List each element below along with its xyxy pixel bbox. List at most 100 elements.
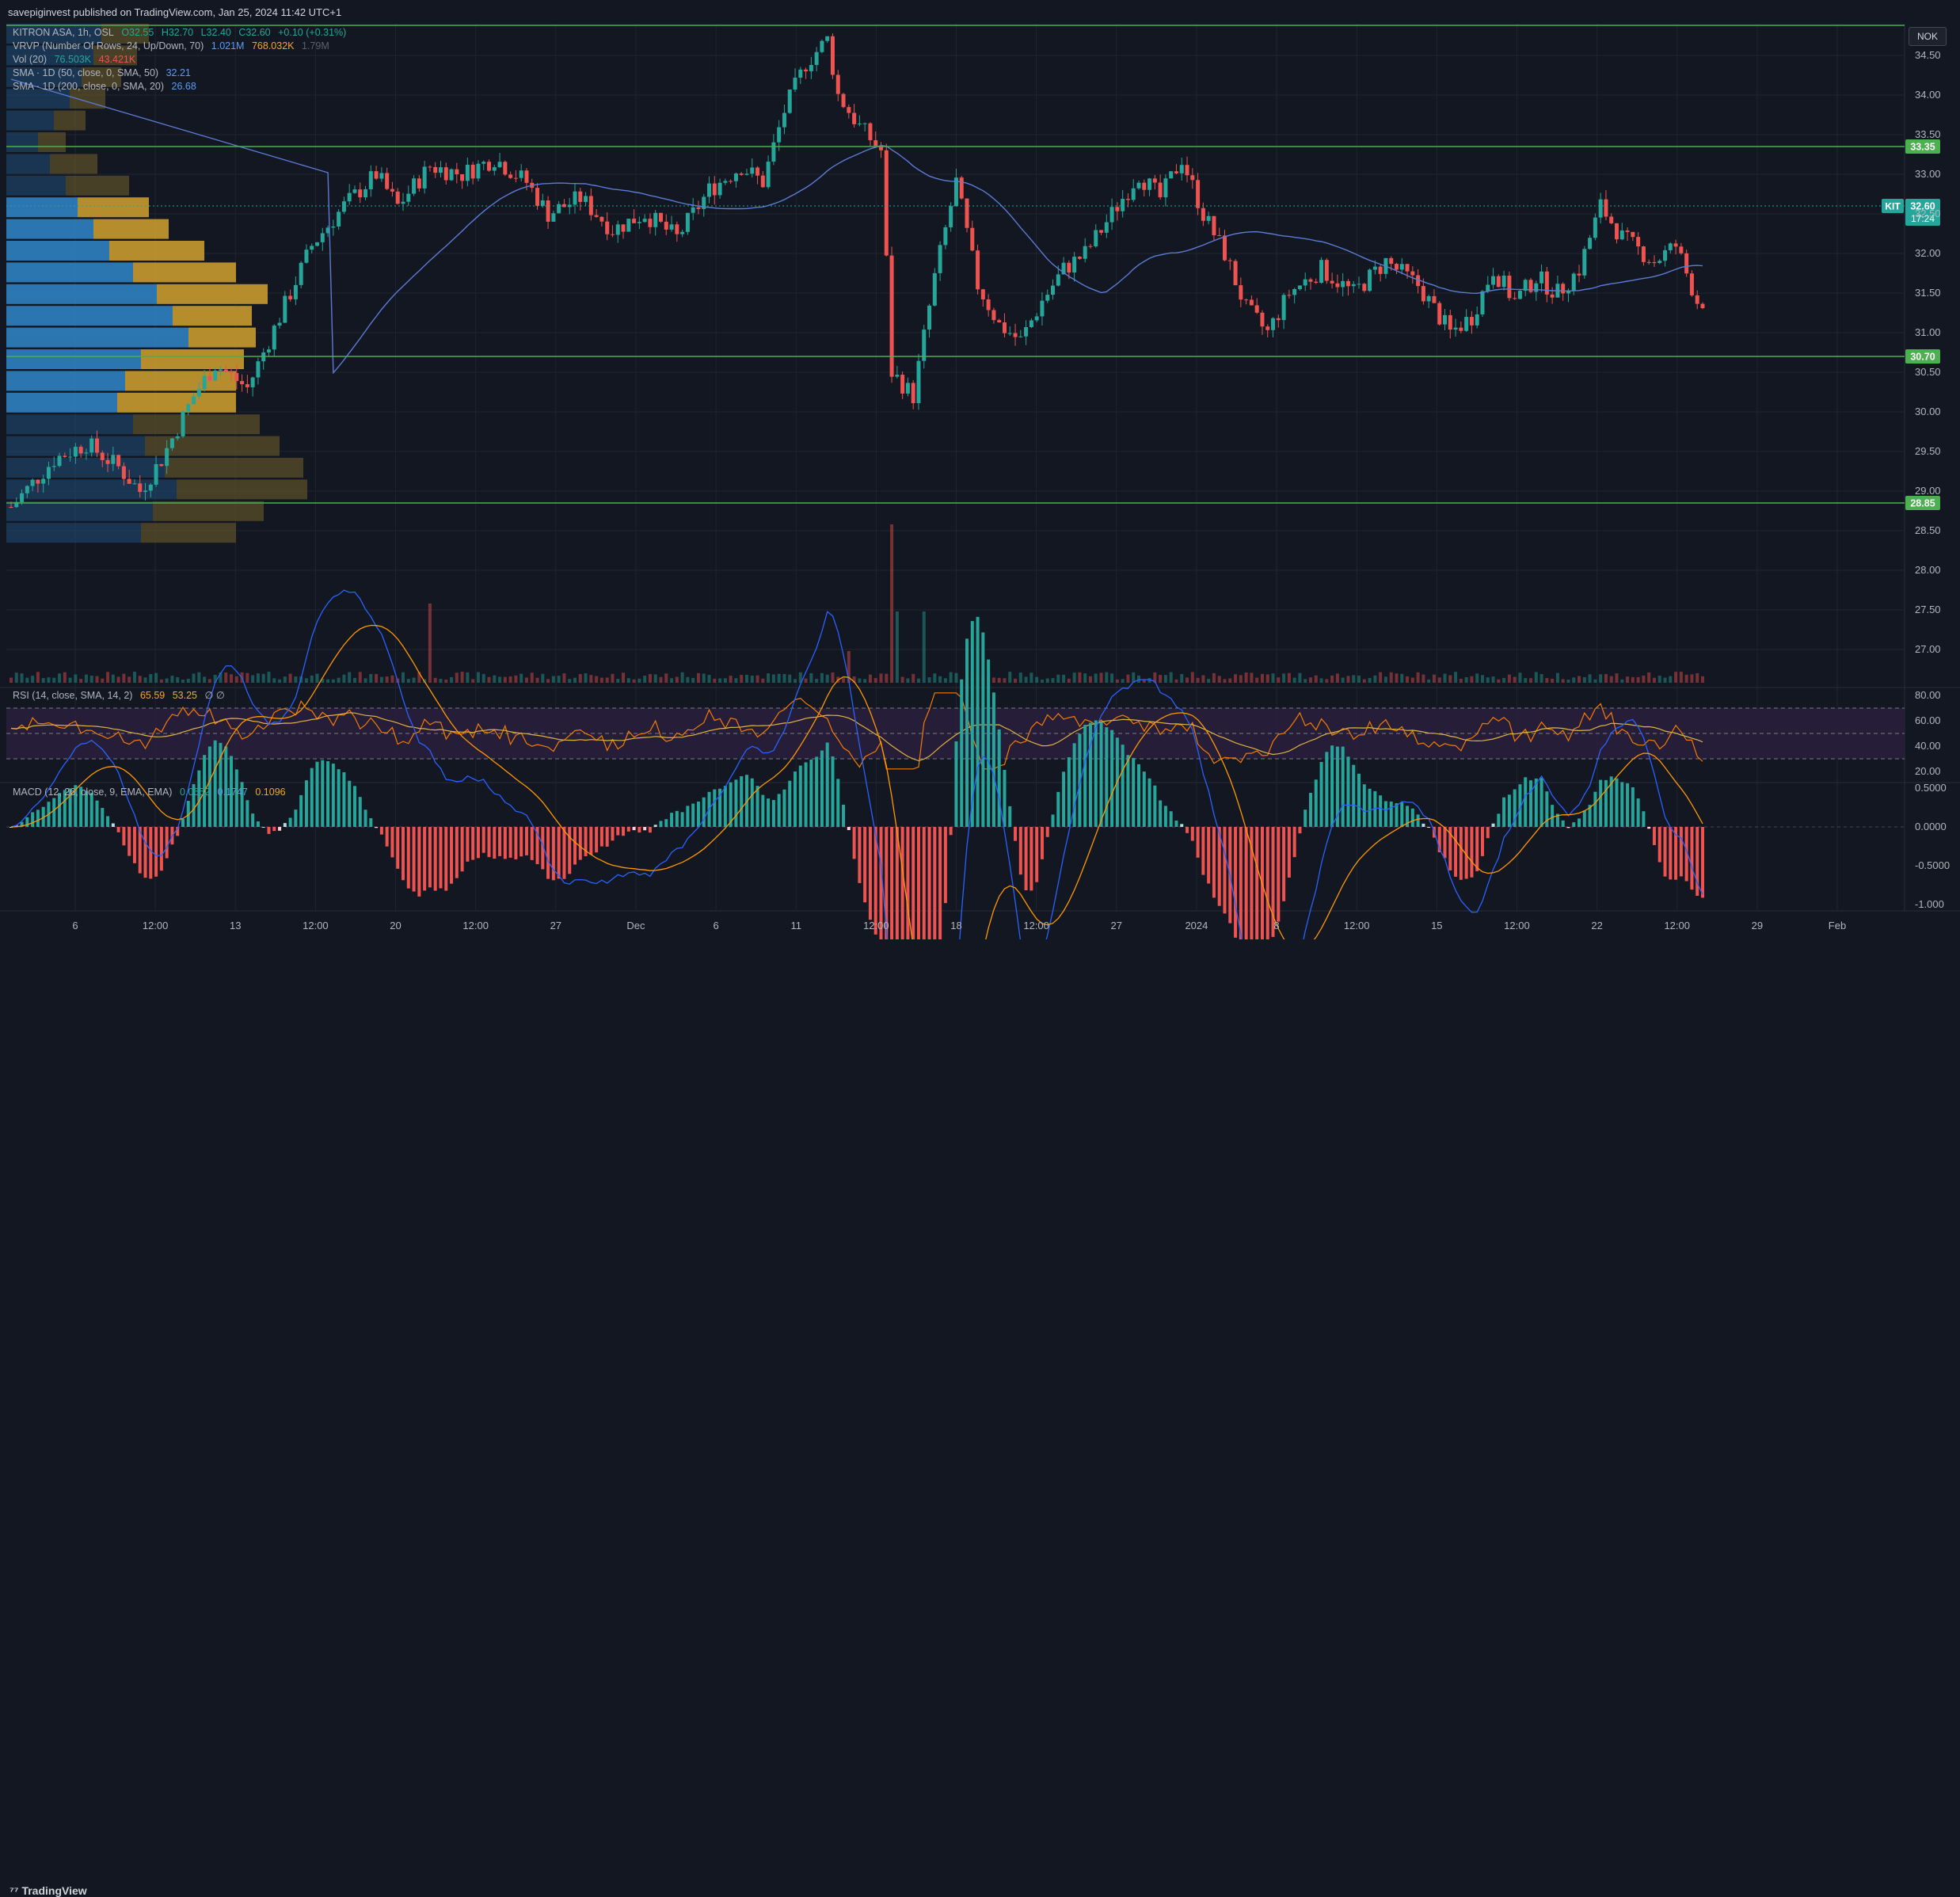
volume-bar <box>31 676 35 683</box>
candle-body <box>540 200 545 206</box>
last-price-label: 32.60 <box>1910 201 1935 212</box>
macd-histogram-bar <box>1056 791 1060 827</box>
macd-histogram-bar <box>750 778 754 827</box>
legend-symbol: KITRON ASA, 1h, OSL O32.55 H32.70 L32.40… <box>13 27 351 38</box>
candle-body <box>1517 291 1522 299</box>
macd-histogram-bar <box>1631 787 1635 827</box>
volume-profile-down-bar <box>173 306 252 326</box>
candle-body <box>685 212 690 232</box>
volume-bar <box>14 672 18 683</box>
macd-pane <box>6 589 1905 964</box>
candle-body <box>959 177 964 199</box>
volume-bar <box>412 677 416 683</box>
time-tick-label: 8 <box>1273 920 1279 931</box>
volume-bar <box>1529 678 1533 683</box>
candle-body <box>508 174 513 178</box>
last-price-badge <box>1905 199 1940 226</box>
volume-bar <box>750 675 754 683</box>
candle-body <box>1345 280 1350 287</box>
volume-bar <box>1196 677 1200 683</box>
candle-body <box>787 90 792 113</box>
volume-bar <box>729 676 733 683</box>
macd-histogram-bar <box>111 823 115 827</box>
candle-body <box>610 234 615 235</box>
macd-histogram-bar <box>122 827 126 846</box>
candle-body <box>771 142 776 162</box>
macd-histogram-bar <box>1062 771 1066 827</box>
sma50-value: 32.21 <box>166 67 191 78</box>
volume-bar <box>546 679 550 683</box>
volume-bar <box>1099 672 1103 683</box>
macd-histogram-bar <box>1480 827 1484 856</box>
volume-bar <box>1207 679 1211 683</box>
volume-bar <box>1314 675 1318 683</box>
volume-bar <box>680 672 684 683</box>
macd-histogram-bar <box>68 788 72 827</box>
candle-body <box>36 479 40 484</box>
volume-profile-down-bar <box>133 414 260 435</box>
macd-histogram-bar <box>1357 773 1361 827</box>
macd-histogram-bar <box>1132 757 1136 827</box>
vol-label: Vol (20) <box>13 54 48 65</box>
candle-body <box>1695 295 1699 304</box>
volume-bar <box>1341 677 1345 683</box>
macd-histogram-bar <box>154 827 158 877</box>
volume-profile-up-bar <box>6 371 125 391</box>
volume-profile-down-bar <box>54 110 86 131</box>
volume-bar <box>1180 674 1184 683</box>
candle-body <box>691 207 695 213</box>
candle-body <box>46 467 51 479</box>
rsi-tick-label: 40.00 <box>1915 740 1941 752</box>
volume-profile-down-bar <box>133 262 236 283</box>
macd-histogram-bar <box>659 821 663 827</box>
candle-body <box>154 463 158 485</box>
candle-body <box>712 183 717 196</box>
candle-body <box>970 227 975 251</box>
candle-body <box>1571 273 1576 291</box>
volume-bar <box>1346 676 1350 683</box>
volume-bar <box>337 677 341 683</box>
candle-body <box>841 93 846 108</box>
candle-body <box>777 127 782 143</box>
macd-histogram-bar <box>1083 725 1087 827</box>
volume-bar <box>1379 672 1383 683</box>
volume-bar <box>20 673 24 683</box>
macd-histogram-bar <box>949 827 953 836</box>
candle-body <box>492 167 497 171</box>
macd-histogram-bar <box>734 779 738 827</box>
macd-histogram-bar <box>230 756 234 827</box>
candle-body <box>234 372 239 382</box>
volume-bar <box>444 679 448 683</box>
candle-body <box>390 189 394 192</box>
candle-body <box>57 455 62 467</box>
volume-bar <box>1551 678 1555 683</box>
volume-bar <box>138 676 142 683</box>
volume-bar <box>1437 677 1441 683</box>
volume-bar <box>611 673 615 683</box>
volume-bar <box>1319 678 1323 683</box>
candle-body <box>374 171 379 179</box>
macd-histogram-bar <box>310 768 314 827</box>
price-tick-label: 27.50 <box>1915 604 1941 615</box>
currency-button[interactable]: NOK <box>1909 27 1947 46</box>
volume-bar <box>1631 676 1635 683</box>
macd-histogram-bar <box>519 827 523 857</box>
macd-histogram-bar <box>1448 827 1452 870</box>
volume-bar <box>632 679 636 683</box>
macd-histogram-bar <box>1029 827 1033 891</box>
volume-bar <box>230 674 234 683</box>
macd-histogram-bar <box>278 827 282 831</box>
macd-histogram-bar <box>1303 809 1307 827</box>
ohlc-open: O32.55 <box>121 27 154 38</box>
candle-body <box>1239 285 1243 300</box>
macd-histogram-bar <box>911 827 915 964</box>
candle-body <box>299 262 303 285</box>
candle-body <box>573 191 577 205</box>
sma-lines <box>10 78 1703 375</box>
volume-bar <box>798 672 802 683</box>
volume-bar <box>267 672 271 683</box>
candle-body <box>1432 295 1437 303</box>
candle-body <box>1469 317 1474 326</box>
volume-bar <box>1163 675 1167 683</box>
